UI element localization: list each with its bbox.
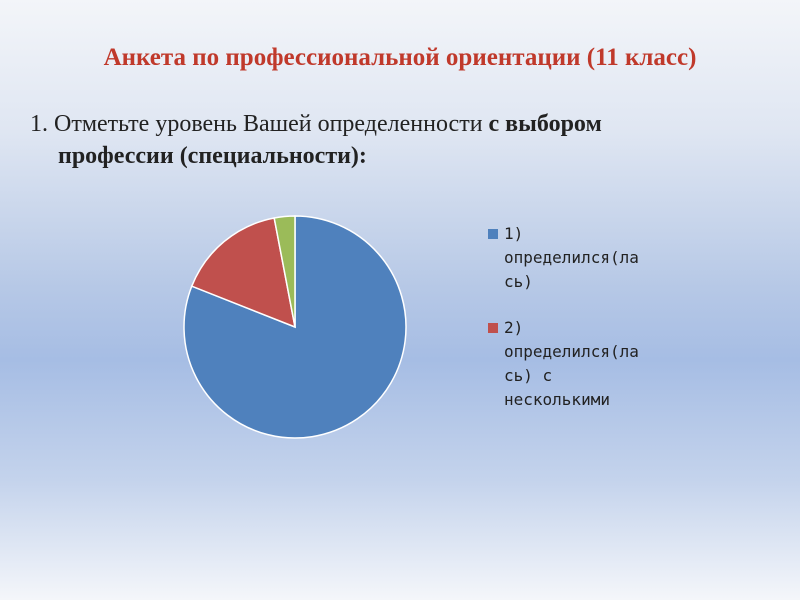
question-prefix: 1. Отметьте уровень Вашей определенности (30, 111, 489, 137)
legend-label-1-line-3: сь) (504, 272, 533, 291)
legend-label-2-line-3: сь) с (504, 366, 553, 385)
question-bold-1: с выбором (488, 111, 602, 137)
legend-label-1-line-2: определился(ла (504, 248, 639, 267)
legend-label-2-line-1: 2) (504, 318, 524, 337)
question-text: 1. Отметьте уровень Вашей определенности… (30, 108, 730, 172)
legend-label-1-line-1: 1) (504, 224, 524, 243)
chart-legend: 1) определился(ла сь) 2) определился(ла … (488, 222, 678, 434)
legend-label-2-line-2: определился(ла (504, 342, 639, 361)
pie-chart (183, 215, 407, 439)
legend-item-1: 1) определился(ла сь) (488, 222, 678, 294)
pie-slice-3 (273, 215, 296, 328)
pie-slice-2 (190, 217, 296, 329)
legend-label-2-line-4: несколькими (504, 390, 610, 409)
slide-title: Анкета по профессиональной ориентации (1… (103, 44, 697, 71)
question-bold-2: профессии (специальности): (58, 143, 367, 169)
legend-item-2: 2) определился(ла сь) с несколькими (488, 316, 678, 412)
legend-swatch-2 (488, 323, 498, 333)
legend-swatch-1 (488, 229, 498, 239)
